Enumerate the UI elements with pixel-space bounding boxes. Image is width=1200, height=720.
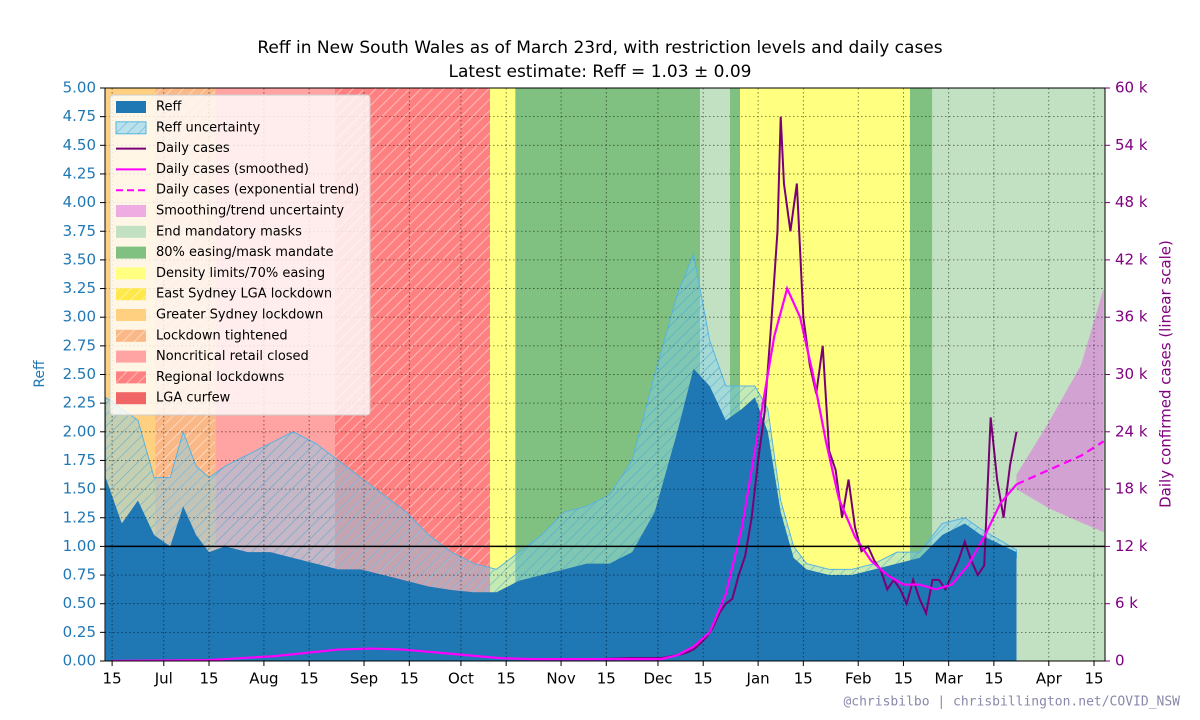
restriction-span xyxy=(730,88,741,661)
legend-swatch xyxy=(116,392,146,405)
x-tick-label: 15 xyxy=(597,670,616,688)
legend-swatch xyxy=(116,205,146,217)
y-tick-label: 1.25 xyxy=(63,508,96,526)
y-tick-label: 1.50 xyxy=(63,480,96,498)
x-tick-label: Jan xyxy=(746,670,770,688)
y2-tick-label: 24 k xyxy=(1115,422,1148,440)
x-tick-label: 15 xyxy=(894,670,913,688)
y-tick-label: 0.50 xyxy=(63,594,96,612)
y-tick-label: 0.00 xyxy=(63,652,96,670)
x-tick-label: 15 xyxy=(103,670,122,688)
y-tick-label: 2.50 xyxy=(63,365,96,383)
legend-label: LGA curfew xyxy=(156,391,231,406)
legend-swatch xyxy=(116,246,146,259)
uncertainty-band xyxy=(1016,288,1104,533)
uncertainty-hatch xyxy=(105,254,1017,608)
y2-tick-label: 60 k xyxy=(1115,79,1148,97)
legend-label: Smoothing/trend uncertainty xyxy=(156,204,344,219)
legend-hatch xyxy=(116,121,146,134)
y-tick-label: 2.25 xyxy=(63,394,96,412)
x-tick-label: 15 xyxy=(984,670,1003,688)
x-tick-label: 15 xyxy=(794,670,813,688)
y-tick-label: 4.25 xyxy=(63,164,96,182)
legend-label: End mandatory masks xyxy=(156,224,302,239)
y-tick-label: 3.50 xyxy=(63,250,96,268)
y2-tick-label: 0 xyxy=(1115,652,1125,670)
plot-frame xyxy=(104,87,1106,662)
reff-area xyxy=(105,368,1017,661)
legend-swatch xyxy=(116,101,146,113)
x-tick-label: Oct xyxy=(448,670,474,688)
y-tick-label: 2.00 xyxy=(63,422,96,440)
legend-label: Reff uncertainty xyxy=(156,120,261,135)
x-tick-label: Jul xyxy=(154,670,173,688)
x-tick-label: 15 xyxy=(497,670,516,688)
y-tick-label: 3.75 xyxy=(63,222,96,240)
y2-tick-label: 54 k xyxy=(1115,136,1148,154)
y-tick-label: 5.00 xyxy=(63,79,96,97)
y2-tick-label: 48 k xyxy=(1115,193,1148,211)
legend-label: Greater Sydney lockdown xyxy=(156,308,323,323)
y-tick-label: 0.25 xyxy=(63,623,96,641)
legend-swatch xyxy=(116,225,146,238)
x-tick-label: Apr xyxy=(1036,670,1063,688)
y-tick-label: 4.75 xyxy=(63,107,96,125)
x-tick-label: Sep xyxy=(350,670,378,688)
legend-box xyxy=(109,94,371,416)
legend-label: Noncritical retail closed xyxy=(156,349,309,364)
legend-label: Reff xyxy=(156,100,182,115)
y-tick-label: 3.00 xyxy=(63,308,96,326)
y2-tick-label: 42 k xyxy=(1115,250,1148,268)
legend-label: Density limits/70% easing xyxy=(156,266,325,281)
y-axis-label: Reff xyxy=(32,360,48,388)
y-tick-label: 4.00 xyxy=(63,193,96,211)
legend-label: 80% easing/mask mandate xyxy=(156,245,334,260)
legend-label: Regional lockdowns xyxy=(156,370,285,385)
legend-label: Daily cases (exponential trend) xyxy=(156,183,359,198)
legend-hatch xyxy=(116,371,146,384)
x-tick-label: Dec xyxy=(643,670,672,688)
x-tick-label: Nov xyxy=(546,670,575,688)
watermark: @chrisbilbo | chrisbillington.net/COVID_… xyxy=(843,695,1180,710)
y-tick-label: 1.75 xyxy=(63,451,96,469)
cases-line xyxy=(596,116,1018,661)
y2-tick-label: 18 k xyxy=(1115,480,1148,498)
legend-label: East Sydney LGA lockdown xyxy=(156,287,332,302)
legend-label: Daily cases (smoothed) xyxy=(156,162,309,177)
y-tick-label: 2.75 xyxy=(63,336,96,354)
x-tick-label: Mar xyxy=(935,670,964,688)
y-tick-label: 3.25 xyxy=(63,279,96,297)
y-tick-label: 1.00 xyxy=(63,537,96,555)
x-tick-label: 15 xyxy=(300,670,319,688)
legend-hatch xyxy=(116,288,146,301)
legend-swatch xyxy=(116,267,146,280)
chart-title: Reff in New South Wales as of March 23rd… xyxy=(257,38,942,58)
y2-axis-label: Daily confirmed cases (linear scale) xyxy=(1157,240,1175,508)
trend-line xyxy=(1016,440,1105,486)
x-tick-label: Feb xyxy=(845,670,872,688)
x-tick-label: 15 xyxy=(694,670,713,688)
legend-label: Daily cases xyxy=(156,141,230,156)
y2-tick-label: 6 k xyxy=(1115,594,1138,612)
x-tick-label: 15 xyxy=(199,670,218,688)
x-tick-label: 15 xyxy=(1084,670,1103,688)
chart-subtitle: Latest estimate: Reff = 1.03 ± 0.09 xyxy=(449,62,752,82)
legend-hatch xyxy=(116,329,146,342)
legend-label: Lockdown tightened xyxy=(156,328,288,343)
y2-tick-label: 12 k xyxy=(1115,537,1148,555)
y2-tick-label: 30 k xyxy=(1115,365,1148,383)
legend-swatch xyxy=(116,309,146,321)
y-tick-label: 4.50 xyxy=(63,136,96,154)
y-tick-label: 0.75 xyxy=(63,566,96,584)
legend-swatch xyxy=(116,350,146,363)
y2-tick-label: 36 k xyxy=(1115,308,1148,326)
x-tick-label: 15 xyxy=(400,670,419,688)
x-tick-label: Aug xyxy=(249,670,278,688)
